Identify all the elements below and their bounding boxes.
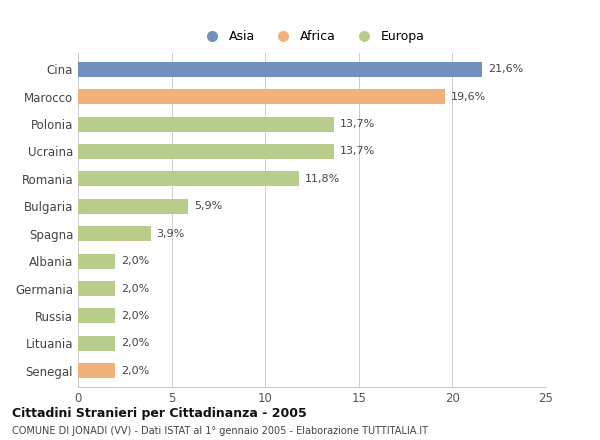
Text: 13,7%: 13,7% xyxy=(340,147,376,157)
Bar xyxy=(78,308,115,323)
Text: 2,0%: 2,0% xyxy=(121,311,149,321)
Text: 2,0%: 2,0% xyxy=(121,338,149,348)
Text: 21,6%: 21,6% xyxy=(488,64,523,74)
Text: COMUNE DI JONADI (VV) - Dati ISTAT al 1° gennaio 2005 - Elaborazione TUTTITALIA.: COMUNE DI JONADI (VV) - Dati ISTAT al 1°… xyxy=(12,426,428,436)
Text: 2,0%: 2,0% xyxy=(121,366,149,376)
Bar xyxy=(78,363,115,378)
Text: 3,9%: 3,9% xyxy=(157,229,185,239)
Text: 5,9%: 5,9% xyxy=(194,201,223,211)
Bar xyxy=(78,199,188,214)
Bar xyxy=(78,226,151,241)
Bar xyxy=(78,171,299,187)
Bar xyxy=(78,62,482,77)
Bar xyxy=(78,89,445,104)
Text: 2,0%: 2,0% xyxy=(121,256,149,266)
Legend: Asia, Africa, Europa: Asia, Africa, Europa xyxy=(199,30,425,43)
Text: Cittadini Stranieri per Cittadinanza - 2005: Cittadini Stranieri per Cittadinanza - 2… xyxy=(12,407,307,420)
Text: 2,0%: 2,0% xyxy=(121,283,149,293)
Text: 19,6%: 19,6% xyxy=(451,92,486,102)
Bar xyxy=(78,281,115,296)
Bar xyxy=(78,253,115,269)
Bar xyxy=(78,144,334,159)
Text: 13,7%: 13,7% xyxy=(340,119,376,129)
Text: 11,8%: 11,8% xyxy=(305,174,340,184)
Bar xyxy=(78,117,334,132)
Bar xyxy=(78,336,115,351)
